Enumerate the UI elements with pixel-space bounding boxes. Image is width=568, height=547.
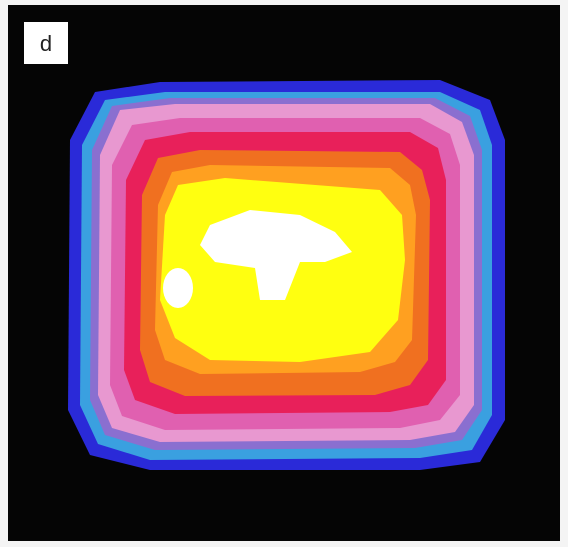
layer-white — [200, 210, 352, 300]
panel-label-box: d — [24, 22, 68, 64]
heat-blob — [68, 80, 505, 470]
label-box — [24, 22, 68, 64]
hot-spot — [163, 268, 193, 308]
panel-label: d — [40, 31, 52, 56]
